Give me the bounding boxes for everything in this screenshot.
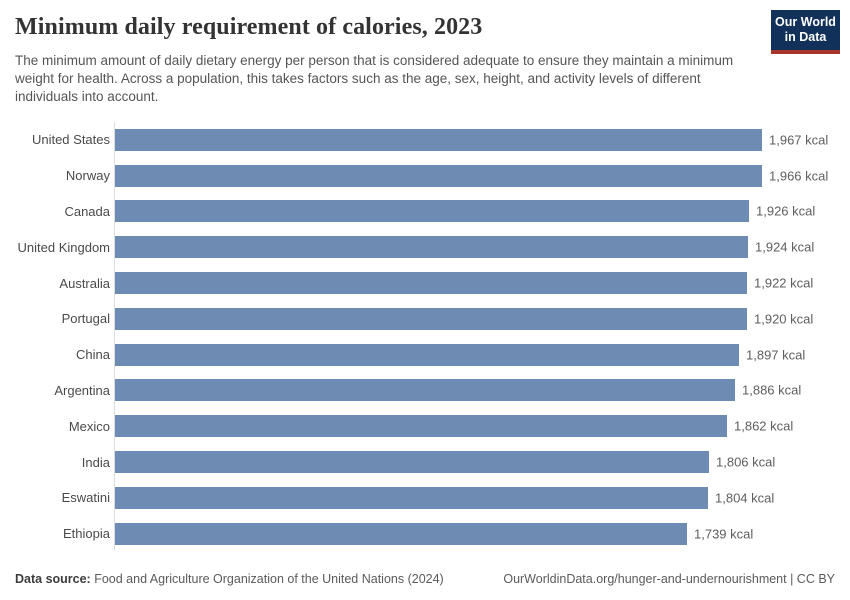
chart-footer: Data source: Food and Agriculture Organi… bbox=[15, 572, 835, 586]
bar[interactable] bbox=[115, 486, 708, 509]
bar[interactable] bbox=[115, 307, 747, 330]
bar[interactable] bbox=[115, 415, 727, 438]
bar[interactable] bbox=[115, 200, 749, 223]
country-label: Ethiopia bbox=[63, 526, 110, 542]
bar-row: China 1,897 kcal bbox=[0, 337, 850, 373]
country-label: United Kingdom bbox=[17, 239, 111, 255]
value-label: 1,922 kcal bbox=[754, 275, 814, 291]
country-label: Argentina bbox=[54, 382, 110, 398]
value-label: 1,924 kcal bbox=[755, 239, 815, 255]
value-label: 1,739 kcal bbox=[694, 526, 754, 542]
value-label: 1,926 kcal bbox=[756, 203, 816, 219]
chart-title: Minimum daily requirement of calories, 2… bbox=[15, 14, 483, 40]
data-source: Data source: Food and Agriculture Organi… bbox=[15, 572, 444, 586]
bar-row: Australia 1,922 kcal bbox=[0, 265, 850, 301]
country-label: Portugal bbox=[61, 311, 110, 327]
bar-track: 1,862 kcal bbox=[115, 415, 850, 438]
bar-track: 1,926 kcal bbox=[115, 200, 850, 223]
country-label: Mexico bbox=[68, 418, 110, 434]
bar-row: Norway 1,966 kcal bbox=[0, 158, 850, 194]
country-label: Eswatini bbox=[61, 490, 110, 506]
bar-row: United States 1,967 kcal bbox=[0, 122, 850, 158]
country-label: China bbox=[76, 347, 110, 363]
bar-track: 1,920 kcal bbox=[115, 307, 850, 330]
bar[interactable] bbox=[115, 451, 709, 474]
bar-track: 1,967 kcal bbox=[115, 128, 850, 151]
bar-track: 1,922 kcal bbox=[115, 272, 850, 295]
country-label: United States bbox=[31, 132, 110, 148]
value-label: 1,920 kcal bbox=[754, 311, 814, 327]
country-label: Norway bbox=[65, 168, 110, 184]
chart-subtitle: The minimum amount of daily dietary ener… bbox=[15, 53, 734, 104]
bar[interactable] bbox=[115, 379, 735, 402]
data-source-label: Data source: bbox=[15, 572, 91, 586]
bar-row: Portugal 1,920 kcal bbox=[0, 301, 850, 337]
credit-link[interactable]: OurWorldinData.org/hunger-and-undernouri… bbox=[503, 572, 835, 586]
bar-row: Mexico 1,862 kcal bbox=[0, 408, 850, 444]
bar-plot: United States 1,967 kcal Norway 1,966 kc… bbox=[0, 122, 850, 552]
bar[interactable] bbox=[115, 343, 739, 366]
country-label: Australia bbox=[59, 275, 110, 291]
value-label: 1,806 kcal bbox=[716, 454, 776, 470]
bar-track: 1,966 kcal bbox=[115, 164, 850, 187]
bar-track: 1,804 kcal bbox=[115, 486, 850, 509]
bar-row: India 1,806 kcal bbox=[0, 444, 850, 480]
data-source-text: Food and Agriculture Organization of the… bbox=[90, 572, 444, 586]
bar-track: 1,924 kcal bbox=[115, 236, 850, 259]
bar-track: 1,739 kcal bbox=[115, 522, 850, 545]
bar-row: Argentina 1,886 kcal bbox=[0, 373, 850, 409]
value-label: 1,804 kcal bbox=[715, 490, 775, 506]
bar[interactable] bbox=[115, 128, 762, 151]
bar[interactable] bbox=[115, 164, 762, 187]
bar-row: Canada 1,926 kcal bbox=[0, 194, 850, 230]
bar-track: 1,886 kcal bbox=[115, 379, 850, 402]
value-label: 1,897 kcal bbox=[746, 347, 806, 363]
value-label: 1,886 kcal bbox=[742, 382, 802, 398]
country-label: Canada bbox=[64, 203, 110, 219]
bar-track: 1,897 kcal bbox=[115, 343, 850, 366]
bar-row: United Kingdom 1,924 kcal bbox=[0, 229, 850, 265]
owid-logo[interactable]: Our World in Data bbox=[771, 10, 840, 54]
bar[interactable] bbox=[115, 522, 687, 545]
bar[interactable] bbox=[115, 272, 747, 295]
y-axis-line bbox=[114, 122, 115, 550]
value-label: 1,862 kcal bbox=[734, 418, 794, 434]
value-label: 1,967 kcal bbox=[769, 132, 829, 148]
bar-row: Ethiopia 1,739 kcal bbox=[0, 516, 850, 552]
bar-track: 1,806 kcal bbox=[115, 451, 850, 474]
bar[interactable] bbox=[115, 236, 748, 259]
value-label: 1,966 kcal bbox=[769, 168, 829, 184]
owid-logo-line2: in Data bbox=[784, 30, 827, 45]
bar-row: Eswatini 1,804 kcal bbox=[0, 480, 850, 516]
owid-logo-line1: Our World bbox=[775, 15, 836, 29]
country-label: India bbox=[81, 454, 110, 470]
